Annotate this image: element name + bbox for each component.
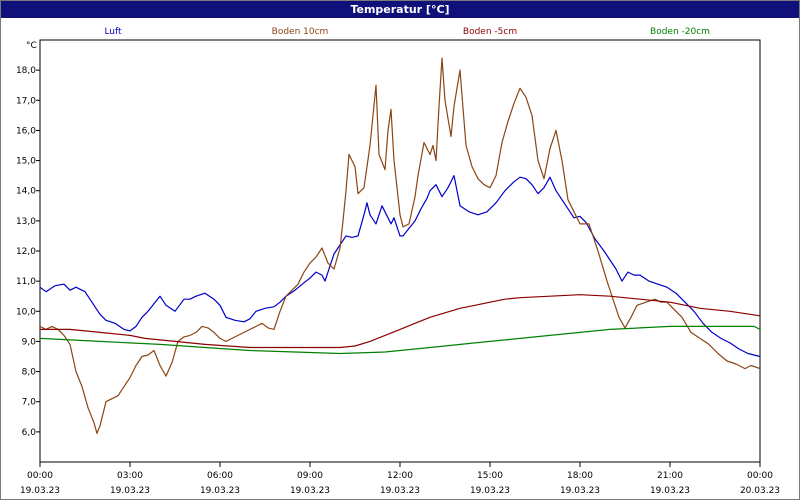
y-axis-label: °C (26, 41, 37, 51)
y-tick-label: 18,0 (16, 66, 36, 76)
y-tick-label: 16,0 (16, 126, 36, 136)
series-line-luft (39, 175, 761, 358)
x-tick-time: 18:00 (567, 471, 593, 481)
y-tick-label: 9,0 (22, 337, 37, 347)
legend-entry: Luft (104, 27, 122, 37)
x-tick-date: 19.03.23 (380, 486, 420, 496)
x-tick-date: 19.03.23 (20, 486, 60, 496)
y-tick-label: 14,0 (16, 187, 36, 197)
chart-title: Temperatur [°C] (1, 1, 799, 18)
legend: Luft Boden 10cm Boden -5cm Boden -20cm (104, 27, 710, 37)
x-tick-date: 19.03.23 (290, 486, 330, 496)
x-tick-time: 15:00 (477, 471, 503, 481)
x-tick-time: 00:00 (747, 471, 773, 481)
series-line-boden-10cm (39, 57, 761, 434)
legend-entry: Boden -5cm (463, 27, 517, 37)
x-tick-time: 03:00 (117, 471, 143, 481)
x-tick-date: 19.03.23 (110, 486, 150, 496)
y-tick-label: 7,0 (22, 398, 37, 408)
legend-entry: Boden 10cm (272, 27, 329, 37)
y-tick-label: 15,0 (16, 157, 36, 167)
y-tick-label: 6,0 (22, 428, 37, 438)
axes: 6,0 7,0 8,0 9,0 10,0 11,0 12,0 13,0 14,0 15,0 16,0… (16, 39, 780, 496)
y-tick-label: 10,0 (16, 307, 36, 317)
y-tick-label: 12,0 (16, 247, 36, 257)
plot-area (39, 39, 761, 463)
x-tick-time: 21:00 (657, 471, 683, 481)
x-tick-date: 19.03.23 (560, 486, 600, 496)
x-tick-time: 12:00 (387, 471, 413, 481)
y-tick-label: 13,0 (16, 217, 36, 227)
x-tick-date: 19.03.23 (470, 486, 510, 496)
series-line-boden-5cm (40, 294, 761, 349)
legend-entry: Boden -20cm (650, 27, 710, 37)
y-tick-label: 8,0 (22, 368, 37, 378)
x-tick-date: 19.03.23 (650, 486, 690, 496)
x-tick-time: 06:00 (207, 471, 233, 481)
y-tick-label: 11,0 (16, 277, 36, 287)
series-group (39, 57, 761, 434)
series-line-boden-20cm (39, 325, 761, 355)
x-tick-time: 00:00 (27, 471, 53, 481)
x-tick-time: 09:00 (297, 471, 323, 481)
y-tick-label: 17,0 (16, 96, 36, 106)
x-tick-date: 19.03.23 (200, 486, 240, 496)
x-tick-date: 20.03.23 (740, 486, 780, 496)
